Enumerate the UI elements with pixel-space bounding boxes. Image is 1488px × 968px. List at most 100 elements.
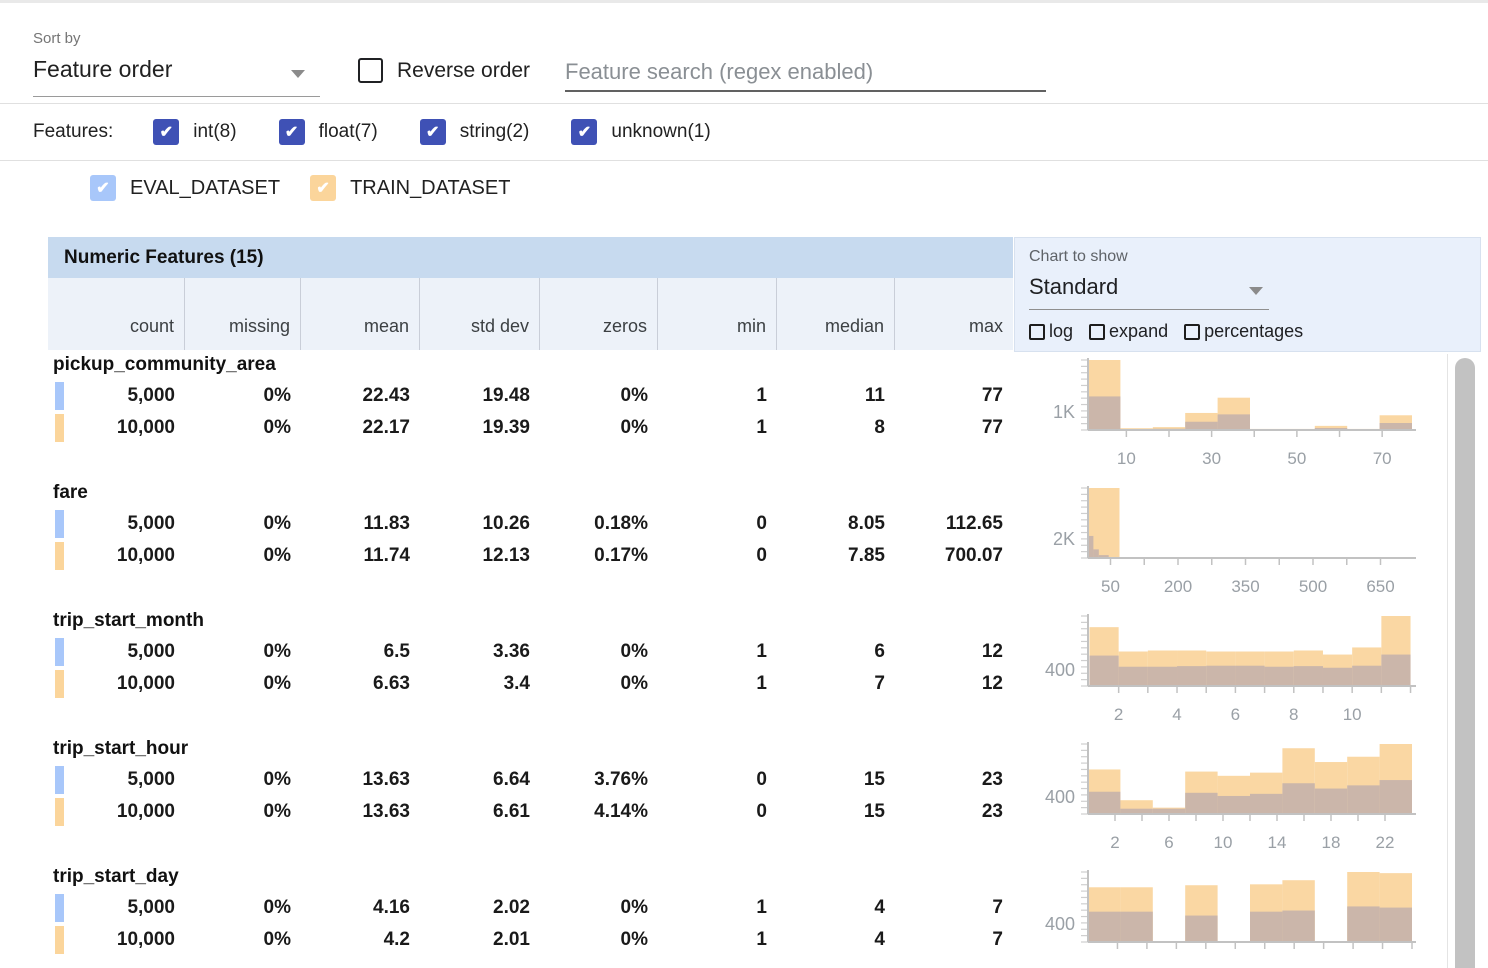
- stat-cell: 4.14%: [540, 796, 658, 828]
- stat-cell: 12: [895, 636, 1013, 668]
- stat-cell: 112.65: [895, 508, 1013, 540]
- svg-text:8: 8: [1289, 705, 1298, 724]
- sort-by-dropdown[interactable]: Feature order: [33, 56, 323, 96]
- feature-type-filter: ✔float(7): [279, 119, 378, 145]
- chart-toggle-expand[interactable]: expand: [1089, 321, 1168, 342]
- svg-text:400: 400: [1045, 660, 1075, 680]
- feature-type-checkbox[interactable]: ✔: [571, 119, 597, 145]
- stat-cell: 12.13: [420, 540, 540, 572]
- stat-cell: 77: [895, 380, 1013, 412]
- stat-cell: 5,000: [48, 508, 185, 540]
- svg-text:6: 6: [1231, 705, 1240, 724]
- stat-cell: 0%: [540, 924, 658, 956]
- stat-cell: 11: [777, 380, 895, 412]
- dataset-label: TRAIN_DATASET: [350, 177, 510, 200]
- svg-text:650: 650: [1366, 577, 1394, 596]
- chevron-down-icon: [291, 70, 305, 78]
- stat-cell: 0: [658, 764, 777, 796]
- dataset-checkbox[interactable]: ✔: [90, 175, 116, 201]
- scrollbar-thumb[interactable]: [1455, 358, 1475, 968]
- stat-cell: 10,000: [48, 668, 185, 700]
- stat-cell: 22.43: [301, 380, 420, 412]
- stat-cell: 7: [777, 668, 895, 700]
- svg-text:22: 22: [1376, 833, 1395, 852]
- feature-type-checkbox[interactable]: ✔: [279, 119, 305, 145]
- stat-cell: 0%: [185, 540, 301, 572]
- stat-cell: 19.48: [420, 380, 540, 412]
- stat-cell: 15: [777, 764, 895, 796]
- facets-overview-panel: Sort by Feature order Reverse order Feat…: [0, 0, 1488, 968]
- stat-cell: 13.63: [301, 796, 420, 828]
- svg-text:500: 500: [1299, 577, 1327, 596]
- feature-type-label: unknown(1): [611, 121, 710, 143]
- feature-type-filter: ✔ int(8): [153, 119, 236, 145]
- svg-text:70: 70: [1373, 449, 1392, 468]
- dataset-checkbox[interactable]: ✔: [310, 175, 336, 201]
- svg-text:30: 30: [1202, 449, 1221, 468]
- chart-toggle-log[interactable]: log: [1029, 321, 1073, 342]
- stat-cell: 0%: [540, 412, 658, 444]
- column-header-missing: missing: [185, 278, 301, 350]
- stat-cell: 4.2: [301, 924, 420, 956]
- stat-row: 5,0000%22.4319.480%11177: [48, 380, 1013, 412]
- stat-cell: 2.01: [420, 924, 540, 956]
- reverse-order-checkbox[interactable]: [358, 58, 383, 83]
- stat-cell: 2.02: [420, 892, 540, 924]
- chart-type-value: Standard: [1029, 274, 1118, 299]
- feature-name: trip_start_day: [53, 866, 179, 888]
- column-header-max: max: [895, 278, 1013, 350]
- stat-cell: 0%: [185, 412, 301, 444]
- stat-cell: 1: [658, 380, 777, 412]
- stat-cell: 11.74: [301, 540, 420, 572]
- chart-to-show-label: Chart to show: [1029, 248, 1128, 266]
- feature-type-label: int(8): [193, 121, 236, 143]
- stat-row: 10,0000%22.1719.390%1877: [48, 412, 1013, 444]
- sort-by-label: Sort by: [33, 30, 81, 47]
- stat-cell: 5,000: [48, 380, 185, 412]
- stat-cell: 0%: [185, 508, 301, 540]
- stat-cell: 1: [658, 924, 777, 956]
- features-label: Features:: [33, 121, 113, 143]
- checkbox-icon: [1029, 324, 1045, 340]
- stat-cell: 0.17%: [540, 540, 658, 572]
- feature-histogram: 400246810: [1020, 608, 1445, 730]
- chart-type-dropdown[interactable]: Standard: [1029, 274, 1269, 308]
- svg-text:350: 350: [1231, 577, 1259, 596]
- sort-by-underline: [33, 96, 320, 97]
- stat-cell: 0%: [185, 924, 301, 956]
- stat-cell: 8: [777, 412, 895, 444]
- feature-histogram: 4002610141822: [1020, 736, 1445, 858]
- svg-text:50: 50: [1101, 577, 1120, 596]
- svg-text:4: 4: [1172, 705, 1181, 724]
- stat-cell: 7.85: [777, 540, 895, 572]
- stat-cell: 1: [658, 412, 777, 444]
- stat-cell: 0: [658, 508, 777, 540]
- stat-cell: 0%: [185, 796, 301, 828]
- stat-row: 5,0000%11.8310.260.18%08.05112.65: [48, 508, 1013, 540]
- top-border: [0, 0, 1488, 3]
- stat-cell: 0.18%: [540, 508, 658, 540]
- stat-cell: 10,000: [48, 924, 185, 956]
- divider: [0, 160, 1488, 161]
- svg-text:1K: 1K: [1053, 402, 1075, 422]
- feature-type-checkbox[interactable]: ✔: [153, 119, 179, 145]
- svg-text:10: 10: [1214, 833, 1233, 852]
- stat-cell: 3.4: [420, 668, 540, 700]
- feature-name: trip_start_month: [53, 610, 204, 632]
- svg-text:18: 18: [1322, 833, 1341, 852]
- stat-cell: 10,000: [48, 540, 185, 572]
- chart-toggle-label: percentages: [1204, 321, 1303, 342]
- stat-cell: 0%: [540, 892, 658, 924]
- chart-to-show-panel: Chart to show Standard log expand percenta…: [1014, 237, 1481, 352]
- feature-type-filter: ✔string(2): [420, 119, 530, 145]
- feature-type-checkbox[interactable]: ✔: [420, 119, 446, 145]
- stat-cell: 0%: [185, 636, 301, 668]
- stat-cell: 1: [658, 636, 777, 668]
- feature-search-input[interactable]: [565, 54, 1046, 92]
- stat-cell: 7: [895, 924, 1013, 956]
- stat-row: 5,0000%4.162.020%147: [48, 892, 1013, 924]
- chart-toggle-percentages[interactable]: percentages: [1184, 321, 1303, 342]
- svg-text:10: 10: [1343, 705, 1362, 724]
- stat-cell: 7: [895, 892, 1013, 924]
- stat-cell: 11.83: [301, 508, 420, 540]
